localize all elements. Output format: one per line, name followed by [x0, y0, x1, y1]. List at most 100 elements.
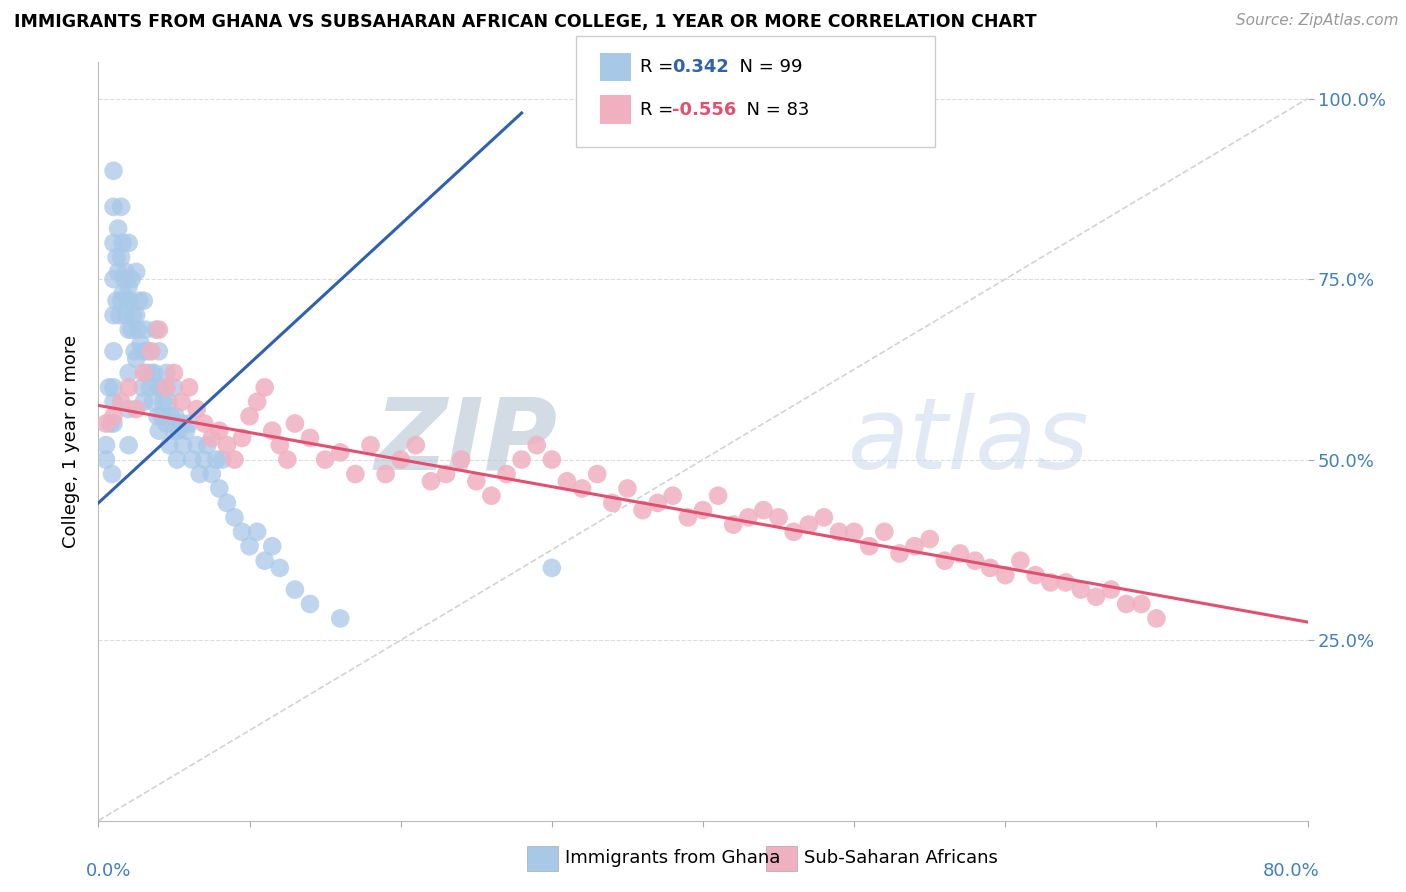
Point [904, 539, 927, 553]
Point [540, 452, 562, 467]
Point [152, 394, 174, 409]
Point [389, 452, 412, 467]
Point [208, 424, 231, 438]
Point [134, 323, 156, 337]
Point [1024, 568, 1046, 582]
Point [246, 524, 269, 539]
Point [103, 394, 125, 409]
Point [420, 475, 443, 489]
Text: IMMIGRANTS FROM GHANA VS SUBSAHARAN AFRICAN COLLEGE, 1 YEAR OR MORE CORRELATION : IMMIGRANTS FROM GHANA VS SUBSAHARAN AFRI… [14, 13, 1036, 31]
Point [142, 394, 165, 409]
Point [276, 452, 298, 467]
Point [132, 344, 155, 359]
Point [586, 467, 609, 481]
Point [167, 424, 190, 438]
Text: N = 83: N = 83 [735, 101, 810, 119]
Point [103, 344, 125, 359]
Point [752, 503, 775, 517]
Point [110, 293, 132, 308]
Text: 0.342: 0.342 [672, 58, 728, 76]
Point [155, 417, 177, 431]
Point [783, 524, 806, 539]
Point [132, 394, 155, 409]
Point [1115, 597, 1137, 611]
Point [692, 503, 714, 517]
Point [124, 344, 146, 359]
Point [132, 366, 155, 380]
Text: Immigrants from Ghana: Immigrants from Ghana [565, 849, 780, 867]
Point [360, 438, 382, 452]
Point [797, 517, 820, 532]
Point [481, 489, 503, 503]
Point [155, 366, 177, 380]
Point [1130, 597, 1153, 611]
Point [647, 496, 669, 510]
Point [284, 582, 307, 597]
Text: ZIP: ZIP [375, 393, 558, 490]
Point [231, 431, 253, 445]
Point [127, 323, 149, 337]
Point [208, 482, 231, 496]
Point [707, 489, 730, 503]
Point [1070, 582, 1092, 597]
Point [329, 445, 352, 459]
Point [136, 344, 159, 359]
Text: -0.556: -0.556 [672, 101, 737, 119]
Point [873, 524, 896, 539]
Point [1085, 590, 1108, 604]
Point [148, 344, 170, 359]
Point [450, 452, 472, 467]
Point [103, 200, 125, 214]
Point [103, 417, 125, 431]
Point [889, 546, 911, 560]
Point [94, 417, 117, 431]
Point [329, 611, 352, 625]
Point [163, 380, 186, 394]
Text: atlas: atlas [848, 393, 1090, 490]
Point [201, 467, 224, 481]
Point [253, 380, 276, 394]
Point [149, 380, 172, 394]
Point [121, 323, 143, 337]
Point [108, 308, 131, 322]
Point [269, 561, 291, 575]
Point [105, 251, 128, 265]
Point [1010, 554, 1032, 568]
Point [125, 308, 148, 322]
Text: 0.0%: 0.0% [86, 863, 132, 880]
Point [101, 467, 124, 481]
Point [1144, 611, 1167, 625]
Point [110, 251, 132, 265]
Point [118, 323, 141, 337]
Point [768, 510, 790, 524]
Point [813, 510, 835, 524]
Point [98, 380, 121, 394]
Point [148, 380, 170, 394]
Point [405, 438, 427, 452]
Point [495, 467, 517, 481]
Point [828, 524, 851, 539]
Point [100, 417, 122, 431]
Point [115, 293, 138, 308]
Point [141, 344, 163, 359]
Text: R =: R = [640, 58, 679, 76]
Point [110, 200, 132, 214]
Point [1099, 582, 1122, 597]
Point [465, 475, 488, 489]
Point [135, 366, 157, 380]
Point [269, 438, 291, 452]
Point [676, 510, 699, 524]
Point [949, 546, 972, 560]
Point [262, 424, 284, 438]
Point [145, 323, 167, 337]
Point [179, 380, 201, 394]
Point [239, 539, 262, 553]
Point [103, 272, 125, 286]
Point [616, 482, 638, 496]
Point [526, 438, 548, 452]
Y-axis label: College, 1 year or more: College, 1 year or more [62, 335, 80, 548]
Point [979, 561, 1001, 575]
Point [231, 524, 253, 539]
Point [344, 467, 367, 481]
Point [193, 452, 215, 467]
